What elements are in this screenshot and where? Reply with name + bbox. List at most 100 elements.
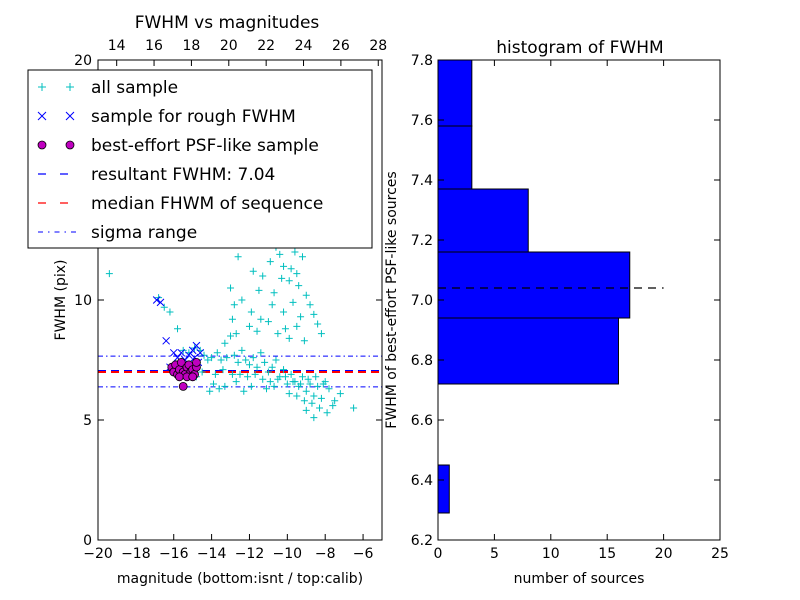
rough-sample-point-1: [156, 298, 165, 307]
all-sample-point-60: [312, 373, 320, 381]
right-ytick-label-2: 6.6: [411, 413, 433, 429]
legend-label-2: best-effort PSF-like sample: [91, 136, 319, 156]
right-xtick-label-5: 25: [711, 546, 729, 562]
rough-sample-point-2: [162, 336, 171, 345]
all-sample-point-105: [227, 284, 235, 292]
legend-label-0: all sample: [91, 78, 178, 98]
all-sample-point-42: [331, 397, 339, 405]
legend-label-3: resultant FWHM: 7.04: [91, 165, 275, 185]
all-sample-point-22: [253, 363, 261, 371]
left-toptick-label-6: 26: [332, 38, 350, 54]
all-sample-point-0: [105, 270, 113, 278]
all-sample-point-61: [319, 380, 327, 388]
all-sample-point-14: [223, 354, 231, 362]
all-sample-point-9: [200, 351, 208, 359]
all-sample-point-11: [208, 354, 216, 362]
legend-entry-3: resultant FWHM: 7.04: [38, 165, 275, 185]
all-sample-point-68: [247, 382, 255, 390]
all-sample-point-56: [281, 373, 289, 381]
all-sample-point-121: [259, 272, 267, 280]
all-sample-point-35: [302, 387, 310, 395]
right-ytick-label-4: 7.0: [411, 293, 433, 309]
all-sample-point-82: [249, 267, 257, 275]
all-sample-point-49: [228, 370, 236, 378]
legend-marker-plus: [38, 83, 46, 91]
left-plot-area: [98, 229, 382, 422]
all-sample-point-36: [306, 380, 314, 388]
all-sample-point-100: [257, 315, 265, 323]
left-toptick-label-5: 24: [295, 38, 313, 54]
all-sample-point-114: [300, 337, 308, 345]
histogram-bar-4: [437, 251, 631, 319]
left-ticks: −20 −18 −16 −14 −12 −10 −8 −6 0 5 10 20 14 16 18 20 22 24…: [74, 38, 387, 562]
all-sample-point-116: [285, 277, 293, 285]
all-sample-point-20: [245, 361, 253, 369]
psf-sample-point-14: [192, 357, 201, 367]
all-sample-point-104: [297, 313, 305, 321]
all-sample-point-63: [221, 382, 229, 390]
all-sample-point-44: [350, 404, 358, 412]
legend-entry-0: all sample: [38, 78, 178, 98]
all-sample-point-25: [264, 368, 272, 376]
all-sample-point-12: [213, 349, 221, 357]
histogram-bar-0: [437, 464, 450, 514]
all-sample-point-17: [234, 358, 242, 366]
all-sample-point-64: [232, 378, 240, 386]
legend-box: [27, 69, 373, 249]
all-sample-point-72: [293, 392, 301, 400]
all-sample-point-107: [245, 322, 253, 330]
right-ticks: 0 5 10 15 20 25 6.2 6.4 6.6 6.8 7.0 7.2 7.4 7.6 7.8: [411, 53, 729, 562]
all-sample-point-102: [280, 308, 288, 316]
all-sample-point-15: [227, 332, 235, 340]
rough-sample-point-10: [192, 341, 201, 350]
all-sample-point-62: [209, 380, 217, 388]
legend-label-5: sigma range: [91, 223, 197, 243]
all-sample-point-98: [238, 296, 246, 304]
all-sample-point-24: [261, 358, 269, 366]
legend-marker-x: [37, 111, 47, 121]
all-sample-point-34: [298, 373, 306, 381]
left-xlabel: magnitude (bottom:isnt / top:calib): [117, 571, 363, 587]
all-sample-point-18: [238, 346, 246, 354]
all-sample-point-71: [285, 390, 293, 398]
all-sample-point-112: [285, 334, 293, 342]
all-sample-point-111: [281, 325, 289, 333]
all-sample-point-85: [266, 258, 274, 266]
right-ytick-label-8: 7.8: [411, 53, 433, 69]
all-sample-point-55: [274, 375, 282, 383]
legend-entry-5: sigma range: [38, 223, 197, 243]
right-ytick-label-0: 6.2: [411, 533, 433, 549]
rough-sample-point-5: [177, 348, 186, 357]
all-sample-point-16: [230, 351, 238, 359]
left-toptick-label-0: 14: [108, 38, 126, 54]
all-sample-point-115: [276, 250, 284, 258]
all-sample-point-95: [310, 310, 318, 318]
all-sample-point-80: [234, 253, 242, 261]
all-sample-point-101: [268, 301, 276, 309]
all-sample-point-120: [270, 289, 278, 297]
left-xtick-label-4: −12: [235, 546, 265, 562]
all-sample-point-110: [274, 330, 282, 338]
left-ylabel: FWHM (pix): [53, 260, 69, 341]
all-sample-point-30: [283, 380, 291, 388]
left-ytick-label-0: 0: [83, 533, 92, 549]
all-sample-point-78: [310, 414, 318, 422]
all-sample-point-23: [257, 349, 265, 357]
left-toptick-label-7: 28: [369, 38, 387, 54]
legend-entry-4: median FHWM of sequence: [38, 194, 323, 214]
right-title: histogram of FWHM: [496, 38, 663, 58]
all-sample-point-87: [278, 274, 286, 282]
left-toptick-label-3: 20: [220, 38, 238, 54]
legend-label-1: sample for rough FWHM: [91, 107, 296, 127]
all-sample-point-123: [221, 339, 229, 347]
all-sample-point-74: [308, 399, 316, 407]
right-ylabel: FWHM of best-effort PSF-like sources: [384, 171, 400, 428]
all-sample-point-53: [259, 375, 267, 383]
right-xtick-label-4: 20: [655, 546, 673, 562]
all-sample-point-92: [298, 253, 306, 261]
all-sample-point-103: [289, 298, 297, 306]
all-sample-point-50: [236, 370, 244, 378]
rough-sample-point-12: [196, 348, 205, 357]
histogram-bar-5: [437, 188, 529, 253]
